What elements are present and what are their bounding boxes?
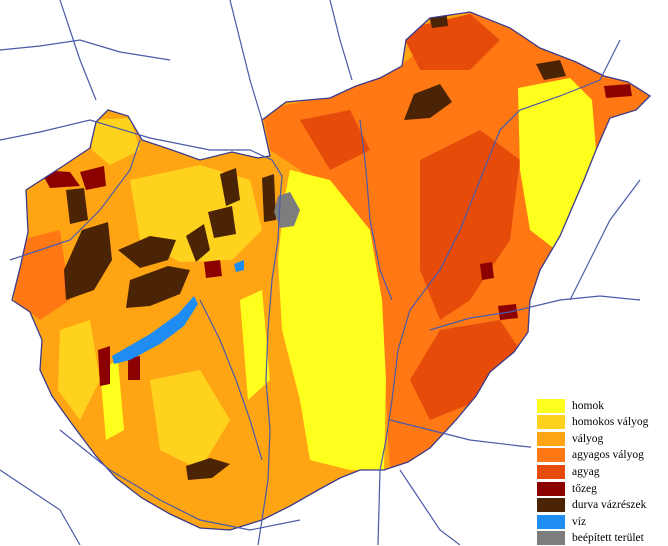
legend-item-durva-vazreszek: durva vázrészek: [537, 498, 646, 513]
soil-homok-zone: [518, 78, 596, 250]
river-tisza: [377, 39, 621, 545]
soil-tozeg-patch: [480, 262, 494, 280]
soil-durva-vazreszek-patch: [536, 60, 566, 80]
soil-durva-vazreszek-patch: [186, 224, 210, 262]
legend-label: agyagos vályog: [572, 449, 644, 462]
river-east-1: [569, 179, 641, 301]
legend: homok homokos vályog vályog agyagos vályog a…: [531, 392, 668, 546]
legend-swatch: [537, 481, 565, 496]
river-koros: [429, 295, 641, 331]
soil-agyag-patch: [300, 110, 370, 170]
soil-homok-zone: [240, 290, 270, 400]
legend-item-tozeg: tőzeg: [537, 481, 597, 496]
river-raba: [9, 139, 141, 261]
soil-durva-vazreszek-patch: [66, 188, 88, 224]
soil-tozeg-patch: [128, 356, 140, 380]
soil-agyag-patch: [400, 14, 500, 70]
legend-swatch: [537, 514, 565, 529]
legend-label: homokos vályog: [572, 416, 649, 429]
river-layer: [0, 0, 651, 545]
soil-tozeg-patch: [204, 260, 222, 278]
legend-item-beepitett-terulet: beépített terület: [537, 531, 644, 546]
legend-label: agyag: [572, 465, 600, 478]
legend-label: víz: [572, 515, 587, 528]
soil-homok-zone: [278, 170, 386, 470]
soil-tozeg-patch: [604, 84, 632, 98]
soil-durva-vazreszek-patch: [404, 84, 452, 120]
legend-label: homok: [572, 399, 604, 412]
river-drava: [59, 429, 301, 531]
legend-item-homok: homok: [537, 398, 604, 413]
soil-tozeg-patch: [98, 346, 110, 386]
river-west-1: [0, 39, 171, 61]
legend-label: beépített terület: [572, 532, 644, 545]
legend-label: vályog: [572, 432, 604, 445]
soil-durva-vazreszek-patch: [220, 168, 240, 206]
legend-item-valyog: vályog: [537, 431, 603, 446]
river-north-2: [329, 0, 353, 81]
legend-item-viz: víz: [537, 514, 586, 529]
soil-durva-vazreszek-patch: [262, 174, 276, 222]
soil-agyag-patch: [420, 130, 520, 320]
soil-homokos-valyog-patch: [58, 320, 100, 420]
soil-durva-vazreszek-patch: [126, 266, 190, 308]
river-south-1: [399, 469, 461, 545]
soil-durva-vazreszek-patch: [208, 206, 236, 238]
legend-item-agyagos-valyog: agyagos vályog: [537, 448, 644, 463]
legend-swatch: [537, 398, 565, 413]
soil-durva-vazreszek-patch: [186, 458, 230, 480]
river-sio: [199, 299, 263, 461]
soil-tozeg-patch: [80, 166, 106, 190]
soil-viz-balaton: [112, 296, 198, 364]
river-north-1: [229, 0, 263, 121]
legend-label: durva vázrészek: [572, 499, 647, 512]
soil-homokos-valyog-patch: [90, 118, 140, 165]
legend-swatch: [537, 498, 565, 513]
legend-item-agyag: agyag: [537, 464, 599, 479]
legend-item-homokos-valyog: homokos vályog: [537, 415, 648, 430]
legend-swatch: [537, 531, 565, 546]
soil-homokos-valyog-patch: [150, 370, 230, 470]
legend-label: tőzeg: [572, 482, 597, 495]
river-zagyva: [359, 119, 393, 301]
soil-viz-velence: [234, 260, 244, 272]
soil-durva-vazreszek-patch: [118, 236, 176, 268]
river-danube: [0, 119, 283, 545]
soil-agyag-patch: [410, 320, 520, 420]
river-north-3: [59, 0, 97, 101]
river-south-3: [0, 469, 81, 545]
soil-durva-vazreszek-patch: [64, 222, 112, 300]
legend-swatch: [537, 431, 565, 446]
legend-swatch: [537, 448, 565, 463]
legend-swatch: [537, 415, 565, 430]
soil-agyagos-valyog-zone: [14, 230, 70, 320]
legend-swatch: [537, 464, 565, 479]
